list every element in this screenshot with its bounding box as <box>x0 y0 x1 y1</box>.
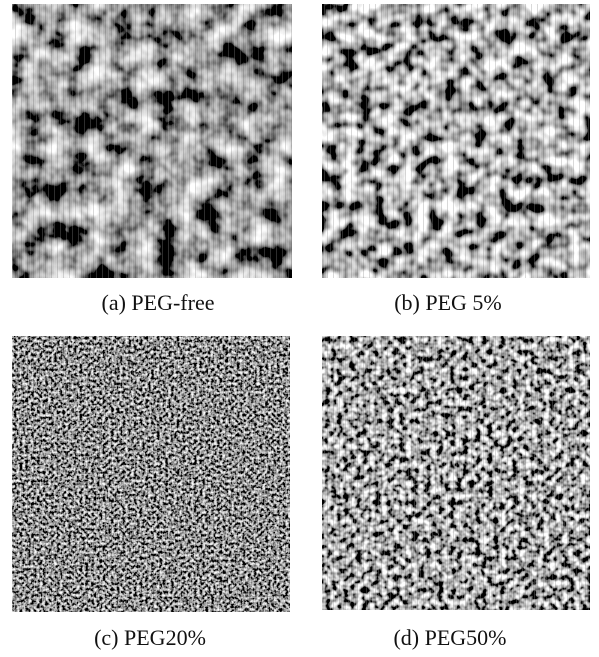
panel-c-image <box>12 336 290 612</box>
caption: (d) PEG50% <box>393 625 506 650</box>
panel-d-image <box>322 336 590 610</box>
caption: (a) PEG-free <box>102 290 215 315</box>
panel-a-image <box>12 4 292 278</box>
caption: (c) PEG20% <box>94 625 206 650</box>
panel-b-image <box>322 4 590 278</box>
caption: (b) PEG 5% <box>394 290 502 315</box>
